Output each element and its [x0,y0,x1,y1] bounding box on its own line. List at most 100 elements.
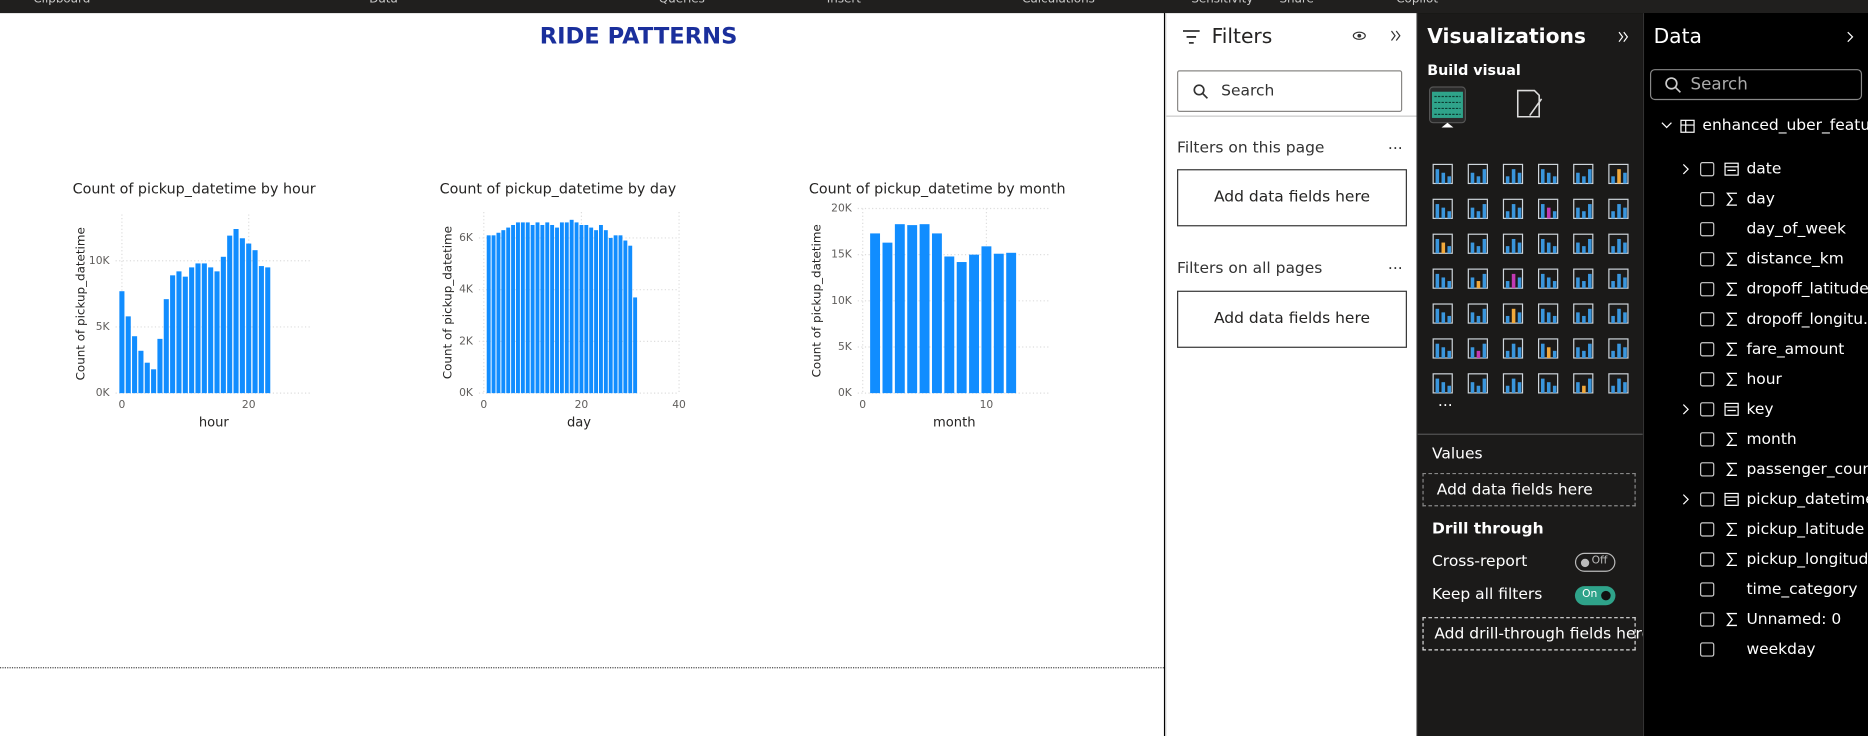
search-box[interactable]: Search [1177,70,1403,112]
expand-chevron[interactable] [1682,494,1689,505]
build-tabs[interactable] [1427,85,1558,133]
visual-type-icon[interactable] [1608,163,1629,185]
more-button[interactable]: ... [1387,256,1403,275]
collapse-icon[interactable] [1847,31,1857,43]
visual-type-icon[interactable] [1502,198,1524,219]
visual-type-icon[interactable] [1467,268,1488,289]
field-name[interactable]: month [1746,430,1796,448]
visual-type-icon[interactable] [1573,268,1594,289]
visual-type-icon[interactable] [1432,163,1453,185]
visual-type-icon[interactable] [1608,303,1629,324]
visual-type-icon[interactable] [1432,303,1453,324]
more-visuals[interactable]: ... [1437,393,1453,412]
drop-zone[interactable]: Add data fields here [1177,290,1407,348]
checkbox[interactable] [1700,372,1715,387]
table-name[interactable]: enhanced_uber_featur... [1702,116,1868,135]
checkbox[interactable] [1700,252,1715,267]
visual-type-icon[interactable] [1432,338,1453,359]
visual-type-icon[interactable] [1538,233,1559,254]
visual-type-icon[interactable] [1432,198,1453,219]
field-name[interactable]: pickup_latitude [1746,520,1864,539]
visual-type-icon[interactable] [1573,233,1594,254]
field-name[interactable]: dropoff_latitude [1746,280,1868,299]
visual-type-icon[interactable] [1467,163,1488,185]
visual-type-icon[interactable] [1502,338,1524,359]
visual-type-icon[interactable] [1573,198,1594,219]
page-boundary [0,667,1164,669]
visual-type-icon[interactable] [1502,163,1524,185]
visual-type-icon[interactable] [1608,338,1629,359]
table-icons[interactable] [1661,119,1697,133]
drop-zone[interactable]: Add data fields here [1177,169,1407,227]
field-name[interactable]: time_category [1746,580,1857,599]
expand-chevron[interactable] [1682,404,1689,415]
checkbox[interactable] [1700,192,1715,207]
field-name[interactable]: hour [1746,370,1782,388]
drop-zone[interactable]: Add drill-through fields here [1422,617,1651,651]
field-name[interactable]: day_of_week [1746,220,1846,239]
visual-type-icon[interactable] [1502,268,1524,289]
checkbox[interactable] [1700,402,1715,417]
visual-type-icon[interactable] [1573,373,1594,394]
toggle[interactable]: Off [1574,552,1616,572]
checkbox[interactable] [1700,432,1715,447]
checkbox[interactable] [1700,342,1715,357]
field-name[interactable]: date [1746,160,1781,178]
visual-type-icon[interactable] [1467,338,1488,359]
field-name[interactable]: distance_km [1746,250,1843,269]
field-name[interactable]: key [1746,400,1773,418]
field-name[interactable]: day [1746,190,1774,208]
drop-zone[interactable]: Add data fields here [1422,472,1636,507]
checkbox[interactable] [1700,312,1715,327]
checkbox[interactable] [1700,492,1715,507]
visual-type-icon[interactable] [1432,268,1453,289]
checkbox[interactable] [1700,462,1715,477]
visual-type-icon[interactable] [1608,373,1629,394]
visual-type-icon[interactable] [1467,198,1488,219]
field-name[interactable]: passenger_count [1746,460,1868,479]
visual-type-icon[interactable] [1538,198,1559,219]
eye-icon[interactable] [1352,30,1366,42]
visual-type-icon[interactable] [1608,233,1629,254]
checkbox[interactable] [1700,282,1715,297]
visual-type-icon[interactable] [1608,198,1629,219]
expand-chevron[interactable] [1682,163,1689,175]
field-name[interactable]: dropoff_longitu... [1746,310,1868,329]
field-name[interactable]: Unnamed: 0 [1746,610,1841,628]
collapse-icon[interactable] [1618,31,1630,43]
field-name[interactable]: pickup_datetime [1746,490,1868,509]
visual-type-icon[interactable] [1502,233,1524,254]
visual-type-icon[interactable] [1538,373,1559,394]
visual-type-icon[interactable] [1608,268,1629,289]
visual-type-icon[interactable] [1502,303,1524,324]
checkbox[interactable] [1700,612,1715,627]
checkbox[interactable] [1700,222,1715,237]
field-name[interactable]: fare_amount [1746,340,1844,359]
icon-glyph [1576,207,1580,219]
checkbox[interactable] [1700,522,1715,537]
visual-type-icon[interactable] [1467,373,1488,394]
checkbox[interactable] [1700,162,1715,177]
visual-type-icon[interactable] [1538,338,1559,359]
visual-type-icon[interactable] [1467,233,1488,254]
checkbox[interactable] [1700,642,1715,657]
visual-type-icon[interactable] [1538,303,1559,324]
collapse-icon[interactable] [1390,30,1402,42]
bar [555,227,559,394]
checkbox[interactable] [1700,552,1715,567]
visual-type-icon[interactable] [1573,338,1594,359]
toggle[interactable]: On [1574,586,1616,606]
visual-type-icon[interactable] [1538,268,1559,289]
checkbox[interactable] [1700,582,1715,597]
visual-type-icon[interactable] [1432,373,1453,394]
field-name[interactable]: weekday [1746,640,1815,658]
search-box[interactable]: Search [1649,69,1863,101]
visual-type-icon[interactable] [1573,303,1594,324]
field-name[interactable]: pickup_longitude [1746,550,1868,569]
visual-type-icon[interactable] [1432,233,1453,254]
visual-type-icon[interactable] [1502,373,1524,394]
visual-type-icon[interactable] [1573,163,1594,185]
visual-type-icon[interactable] [1467,303,1488,324]
more-button[interactable]: ... [1387,135,1403,154]
visual-type-icon[interactable] [1538,163,1559,185]
